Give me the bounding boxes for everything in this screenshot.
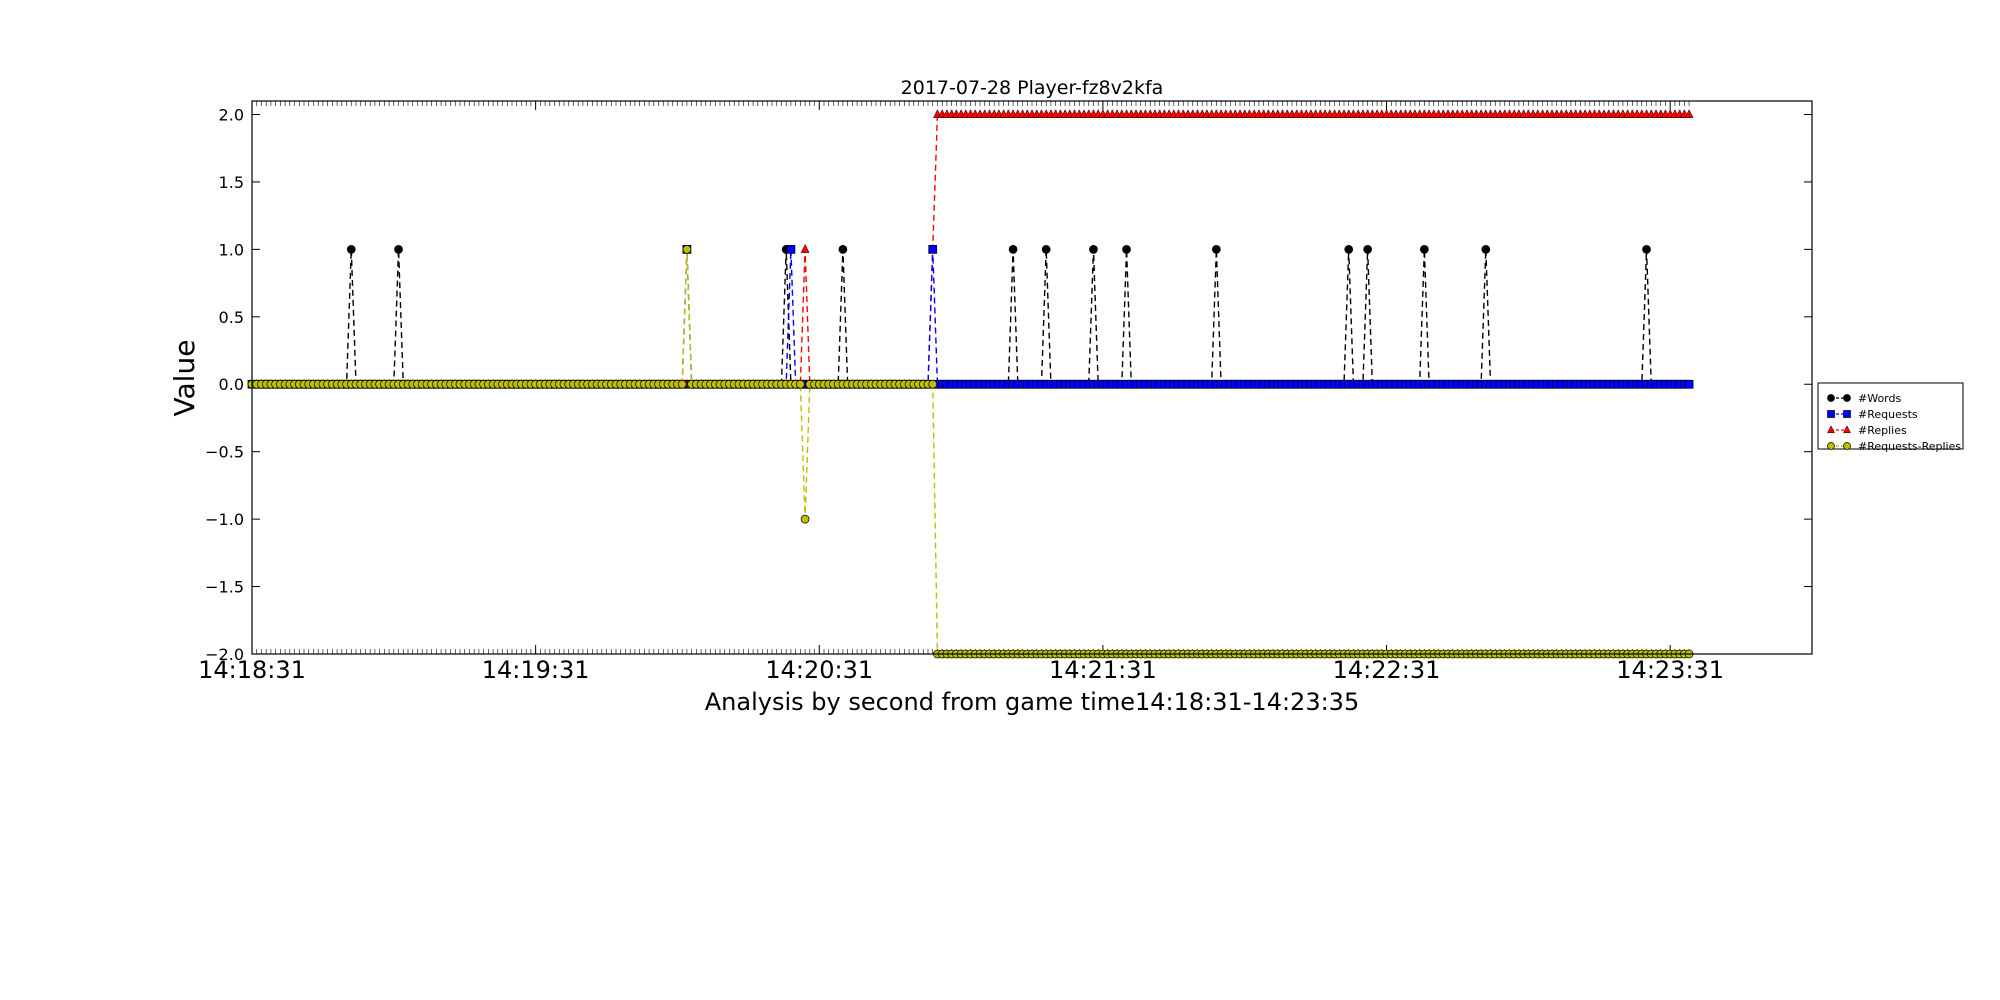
y-tick-label: 1.0 <box>219 240 244 259</box>
legend-marker-words <box>1827 394 1835 402</box>
y-tick-label: −0.5 <box>205 443 244 462</box>
y-tick-label: −2.0 <box>205 645 244 664</box>
legend-marker-words <box>1843 394 1851 402</box>
legend-label: #Replies <box>1858 424 1907 437</box>
legend-label: #Requests-Replies <box>1858 440 1961 453</box>
data-point-words <box>1481 245 1491 254</box>
legend-marker-replies <box>1827 425 1835 434</box>
x-tick-label: 14:21:31 <box>1049 656 1157 684</box>
data-point-requests-replies <box>682 245 692 254</box>
data-point-requests-replies <box>800 514 810 524</box>
legend-marker-requests-replies <box>1843 442 1851 450</box>
data-point-words <box>1363 245 1372 254</box>
data-point-words <box>1122 245 1131 254</box>
x-tick-label: 14:19:31 <box>482 656 590 684</box>
data-point-words <box>394 245 403 254</box>
legend-label: #Requests <box>1858 408 1918 421</box>
data-point-replies <box>800 244 810 253</box>
data-point-requests <box>1684 379 1694 389</box>
data-point-requests <box>928 245 938 254</box>
data-point-requests <box>786 245 796 254</box>
data-point-words <box>1089 245 1098 254</box>
data-point-words <box>838 245 848 254</box>
y-tick-label: 0.5 <box>219 308 244 327</box>
plot-frame <box>251 100 1813 655</box>
data-point-words <box>1041 245 1051 254</box>
chart-title: 2017-07-28 Player-fz8v2kfa <box>901 77 1164 99</box>
legend-frame <box>1817 382 1964 450</box>
legend-marker-requests <box>1827 410 1835 418</box>
legend-marker-requests <box>1843 410 1851 418</box>
legend-item-requests: #Requests <box>1827 408 1918 421</box>
y-tick-label: 0.0 <box>219 375 244 394</box>
data-point-requests-replies <box>677 379 687 389</box>
series-layer <box>247 109 1694 659</box>
data-point-words <box>1008 245 1018 254</box>
y-tick-label: −1.5 <box>205 578 244 597</box>
data-point-words <box>1212 245 1221 254</box>
x-tick-label: 14:18:31 <box>198 656 306 684</box>
legend-item-requests-replies: #Requests-Replies <box>1827 440 1961 453</box>
data-point-replies <box>1684 109 1694 118</box>
legend-marker-requests-replies <box>1827 442 1835 450</box>
y-tick-labels: −2.0 −1.5 −1.0 −0.5 0.0 0.5 1.0 1.5 2.0 <box>205 105 244 664</box>
data-point-words <box>1344 245 1354 254</box>
legend-item-words: #Words <box>1827 392 1901 405</box>
legend-label: #Words <box>1858 392 1901 405</box>
y-axis-label: Value <box>168 340 201 417</box>
y-tick-label: 2.0 <box>219 105 244 124</box>
x-tick-labels: 14:18:31 14:19:31 14:20:31 14:21:31 14:22:31… <box>198 656 1724 684</box>
legend-item-replies: #Replies <box>1827 424 1907 437</box>
data-point-requests-replies <box>928 379 938 389</box>
x-tick-label: 14:22:31 <box>1333 656 1441 684</box>
legend-marker-replies <box>1843 425 1851 434</box>
data-point-words <box>1420 245 1429 254</box>
data-point-requests-replies <box>796 379 805 389</box>
data-point-words <box>1642 245 1651 254</box>
x-tick-label: 14:20:31 <box>765 656 873 684</box>
data-point-words <box>346 245 356 254</box>
y-tick-label: 1.5 <box>219 173 244 192</box>
plot-background <box>252 101 1812 654</box>
y-tick-label: −1.0 <box>205 510 244 529</box>
x-axis-label: Analysis by second from game time14:18:3… <box>705 688 1359 716</box>
legend: #Words #Requests #Replies #Requests-Replies <box>1817 382 1964 453</box>
x-tick-label: 14:23:31 <box>1616 656 1724 684</box>
